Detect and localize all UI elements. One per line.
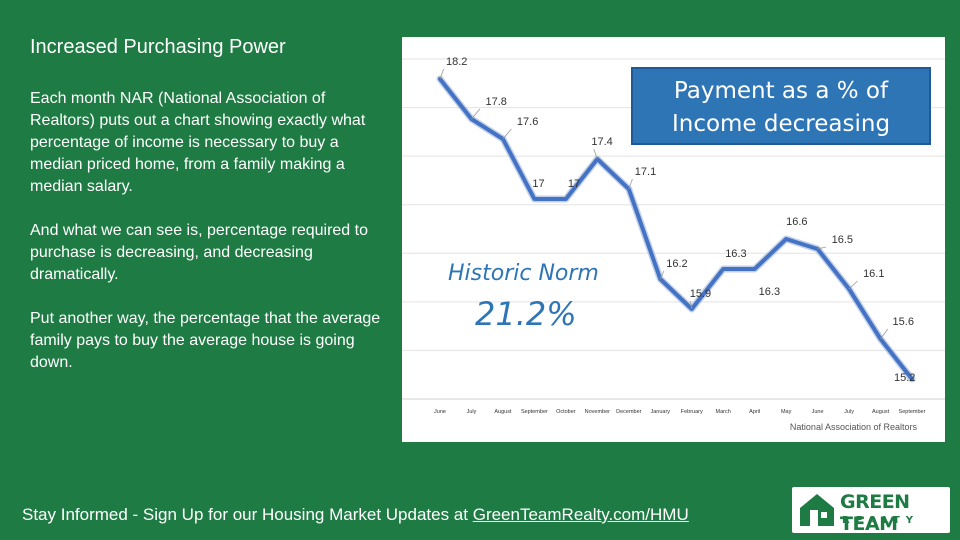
data-point [627,187,631,191]
chart-card: 18.2 17.8 17.6 17 17 17.4 17.1 16.2 15.9 16.3 16.3… [402,37,945,442]
x-tick-label: January [650,409,670,415]
x-tick-label: July [844,409,854,415]
x-tick-label: August [494,409,512,415]
data-label: 16.5 [832,234,853,246]
slide-title: Increased Purchasing Power [30,36,286,58]
series-line [438,77,914,381]
data-label: 17.6 [517,116,538,128]
chart-callout: Payment as a % of Income decreasing [631,67,931,145]
historic-norm-label: Historic Norm [448,261,599,286]
body-text: Each month NAR (National Association of … [30,88,390,396]
data-label: 17 [532,178,544,190]
data-point [532,197,536,201]
label-leader [848,280,858,290]
data-label: 16.3 [759,286,780,298]
x-tick-label: September [899,409,926,415]
data-label: 17.4 [591,136,612,148]
x-tick-label: March [716,409,731,415]
data-point [816,247,820,251]
footer: Stay Informed - Sign Up for our Housing … [22,505,689,525]
data-label: 16.2 [666,258,687,270]
data-label: 15.6 [893,316,914,328]
logo: GREEN TEAM REALTY [792,487,950,535]
x-tick-label: July [467,409,477,415]
footer-text: Stay Informed - Sign Up for our Housing … [22,505,473,524]
label-leader [628,178,633,190]
x-tick-label: September [521,409,548,415]
data-label: 16.1 [863,268,884,280]
line-chart: 18.2 17.8 17.6 17 17 17.4 17.1 16.2 15.9 16.3 16.3… [402,56,945,415]
x-tick-label: June [434,409,446,415]
logo-line-2: REALTY [842,515,920,526]
paragraph-2: And what we can see is, percentage requi… [30,222,368,283]
callout-line-2: Income decreasing [671,111,891,137]
label-leader [659,270,665,280]
label-leader [880,328,889,340]
data-label: 17 [568,178,580,190]
x-tick-label: November [585,409,611,415]
callout-line-1: Payment as a % of [673,78,889,104]
x-tick-label: October [556,409,576,415]
x-tick-label: December [616,409,642,415]
x-tick-label: June [812,409,824,415]
data-point [564,197,568,201]
data-label: 17.8 [485,96,506,108]
label-leader [593,148,598,160]
label-leader [690,300,693,310]
paragraph-3: Put another way, the percentage that the… [30,310,381,371]
data-label: 15.9 [690,288,711,300]
data-label: 15.2 [894,372,915,384]
label-leader [502,128,512,140]
house-icon [800,494,834,526]
paragraph-1: Each month NAR (National Association of … [30,90,366,195]
label-leader [439,68,444,80]
footer-link[interactable]: GreenTeamRealty.com/HMU [472,505,689,524]
label-leader [817,246,827,250]
data-point [753,267,757,271]
chart-source: National Association of Realtors [789,422,917,432]
data-point [784,237,788,241]
x-tick-label: April [749,409,760,415]
historic-norm-value: 21.2% [475,295,577,333]
data-label: 18.2 [446,56,467,68]
data-label: 16.3 [725,248,746,260]
data-label: 16.6 [786,216,807,228]
data-point [910,377,914,381]
data-label: 17.1 [635,166,656,178]
label-leader [471,108,481,120]
x-tick-label: May [781,409,792,415]
logo-line-1: GREEN TEAM [840,491,910,535]
data-point [721,267,725,271]
x-tick-label: February [681,409,703,415]
x-tick-label: August [872,409,890,415]
